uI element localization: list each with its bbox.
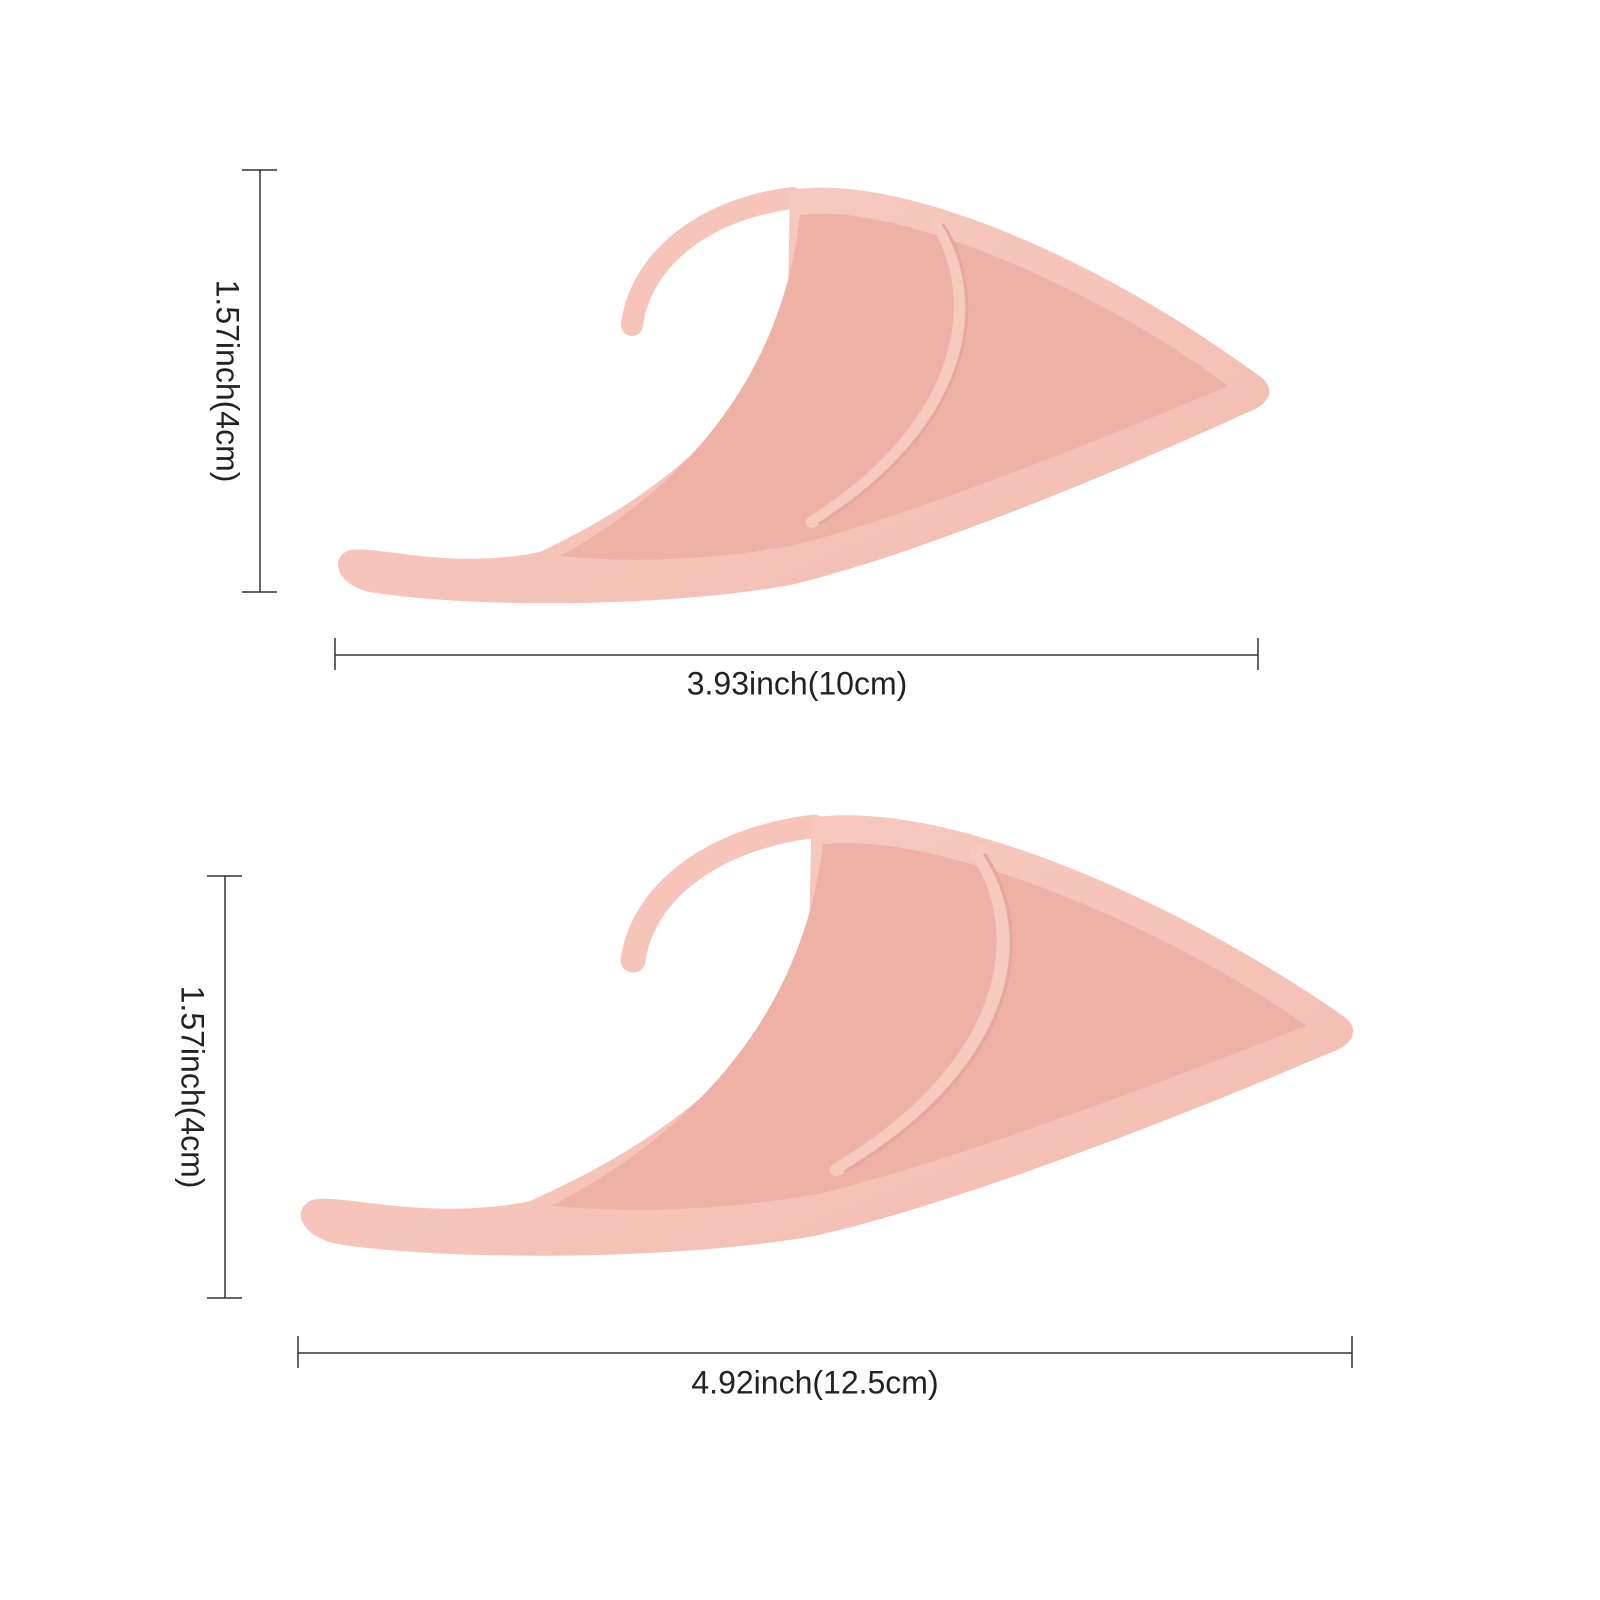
width-label: 3.93inch(10cm) xyxy=(687,665,908,701)
height-dimension: 1.57inch(4cm) xyxy=(175,875,242,1299)
height-label: 1.57inch(4cm) xyxy=(175,986,211,1189)
elf-ear-long xyxy=(301,815,1353,1255)
width-dimension: 3.93inch(10cm) xyxy=(334,638,1259,701)
height-dimension: 1.57inch(4cm) xyxy=(210,169,277,593)
width-label: 4.92inch(12.5cm) xyxy=(691,1364,938,1400)
width-dimension: 4.92inch(12.5cm) xyxy=(297,1336,1353,1400)
height-label: 1.57inch(4cm) xyxy=(210,280,246,483)
elf-ear-short xyxy=(338,188,1269,604)
